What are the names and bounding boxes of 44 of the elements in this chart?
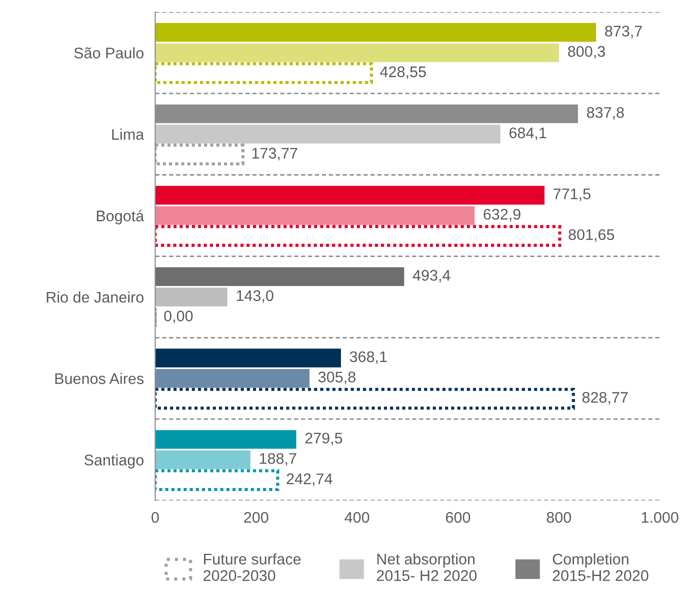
bar xyxy=(155,23,596,42)
bar xyxy=(155,186,545,205)
data-label: 800,3 xyxy=(568,46,605,59)
data-label: 242,74 xyxy=(286,473,332,486)
legend-label: Future surface 2020-2030 xyxy=(204,553,301,581)
data-label: 0,00 xyxy=(164,310,193,324)
data-label: 771,5 xyxy=(554,188,590,202)
data-label: 632,9 xyxy=(484,208,520,222)
y-tick-label: Buenos Aires xyxy=(55,372,144,384)
y-tick-label: Lima xyxy=(112,128,144,140)
bar xyxy=(155,348,341,368)
data-label: 837,8 xyxy=(586,107,624,120)
x-tick-label: 1.000 xyxy=(642,512,678,523)
legend-label: Net absorption 2015- H2 2020 xyxy=(376,553,477,581)
x-tick-label: 200 xyxy=(244,512,268,523)
bar xyxy=(155,430,296,449)
data-label: 801,65 xyxy=(568,229,614,242)
legend-label: Completion 2015-H2 2020 xyxy=(552,553,648,581)
data-label: 279,5 xyxy=(305,432,342,446)
x-tick-label: 800 xyxy=(546,512,572,523)
bar xyxy=(155,267,404,286)
data-label: 368,1 xyxy=(350,351,387,364)
y-tick-label: Santiago xyxy=(84,454,144,468)
data-label: 684,1 xyxy=(510,127,546,140)
y-tick-label: São Paulo xyxy=(74,47,144,58)
x-tick-label: 600 xyxy=(446,512,470,523)
data-label: 305,8 xyxy=(318,372,356,384)
x-tick-label: 400 xyxy=(344,512,370,523)
x-tick-label: 0 xyxy=(152,512,159,523)
data-label: 493,4 xyxy=(412,270,450,283)
data-label: 173,77 xyxy=(252,148,298,160)
bar xyxy=(155,206,475,225)
bar xyxy=(155,43,560,62)
data-label: 828,77 xyxy=(582,392,628,405)
bar xyxy=(155,124,500,144)
data-label: 873,7 xyxy=(605,26,642,38)
data-label: 143,0 xyxy=(236,290,274,303)
data-label: 428,55 xyxy=(380,66,426,80)
bar xyxy=(155,369,310,388)
y-tick-label: Bogotá xyxy=(96,210,144,224)
bar xyxy=(155,450,250,470)
data-label: 188,7 xyxy=(260,453,296,466)
bar xyxy=(155,288,228,306)
y-tick-label: Rio de Janeiro xyxy=(46,291,144,303)
